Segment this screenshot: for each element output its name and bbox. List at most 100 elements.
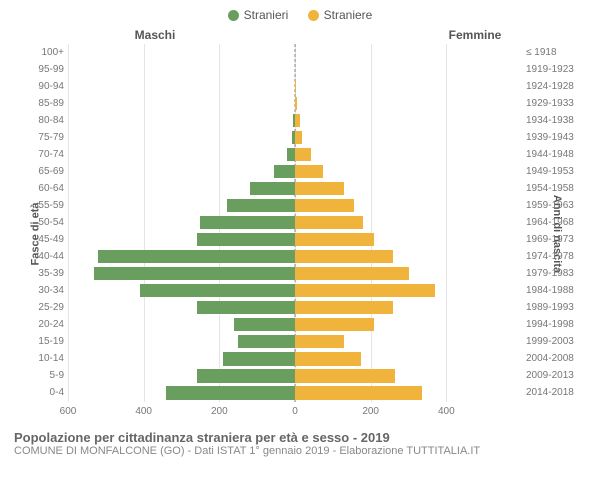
header-female: Femmine: [360, 28, 590, 42]
bar-male: [238, 335, 295, 348]
legend-item-male: Stranieri: [228, 8, 289, 22]
legend-label-male: Stranieri: [244, 8, 289, 22]
birth-year-label: 1964-1968: [522, 217, 586, 228]
bar-female: [295, 79, 296, 92]
birth-year-label: 1969-1973: [522, 234, 586, 245]
birth-year-label: 1939-1943: [522, 132, 586, 143]
xaxis-tick: 200: [362, 406, 379, 417]
age-group-label: 45-49: [14, 234, 68, 245]
bar-male: [166, 386, 295, 399]
bar-female: [295, 369, 395, 382]
bar-female: [295, 216, 363, 229]
bar-female: [295, 352, 361, 365]
bar-male: [200, 216, 295, 229]
legend-item-female: Straniere: [308, 8, 373, 22]
table-row: 30-341984-1988: [68, 282, 522, 299]
age-group-label: 30-34: [14, 285, 68, 296]
bar-female: [295, 318, 374, 331]
bar-female: [295, 199, 354, 212]
bar-male: [250, 182, 295, 195]
birth-year-label: 1989-1993: [522, 302, 586, 313]
table-row: 20-241994-1998: [68, 316, 522, 333]
plot-area: 100+≤ 191895-991919-192390-941924-192885…: [68, 44, 522, 402]
birth-year-label: 1999-2003: [522, 336, 586, 347]
table-row: 95-991919-1923: [68, 61, 522, 78]
header-male: Maschi: [10, 28, 240, 42]
table-row: 70-741944-1948: [68, 146, 522, 163]
table-row: 55-591959-1963: [68, 197, 522, 214]
table-row: 10-142004-2008: [68, 350, 522, 367]
legend: Stranieri Straniere: [10, 8, 590, 24]
xaxis-tick: 0: [292, 406, 298, 417]
xaxis: 6004002000200400: [68, 404, 522, 424]
bar-female: [295, 386, 422, 399]
bar-female: [295, 131, 302, 144]
age-group-label: 40-44: [14, 251, 68, 262]
age-group-label: 35-39: [14, 268, 68, 279]
xaxis-tick: 600: [60, 406, 77, 417]
column-headers: Maschi Femmine: [10, 28, 590, 42]
table-row: 0-42014-2018: [68, 384, 522, 401]
birth-year-label: 1959-1963: [522, 200, 586, 211]
age-group-label: 80-84: [14, 115, 68, 126]
bar-female: [295, 267, 409, 280]
bar-female: [295, 284, 435, 297]
table-row: 15-191999-2003: [68, 333, 522, 350]
bar-female: [295, 97, 297, 110]
legend-swatch-female: [308, 10, 319, 21]
bar-female: [295, 301, 393, 314]
birth-year-label: 1944-1948: [522, 149, 586, 160]
birth-year-label: 1924-1928: [522, 81, 586, 92]
birth-year-label: 1979-1983: [522, 268, 586, 279]
birth-year-label: 1929-1933: [522, 98, 586, 109]
chart-container: Stranieri Straniere Maschi Femmine Fasce…: [0, 0, 600, 500]
birth-year-label: 2004-2008: [522, 353, 586, 364]
age-group-label: 75-79: [14, 132, 68, 143]
age-group-label: 15-19: [14, 336, 68, 347]
birth-year-label: 1974-1978: [522, 251, 586, 262]
xaxis-tick: 200: [211, 406, 228, 417]
birth-year-label: 1919-1923: [522, 64, 586, 75]
footer: Popolazione per cittadinanza straniera p…: [10, 430, 590, 457]
bar-male: [274, 165, 295, 178]
age-group-label: 5-9: [14, 370, 68, 381]
bar-female: [295, 114, 300, 127]
bar-female: [295, 233, 374, 246]
bar-male: [140, 284, 295, 297]
age-group-label: 65-69: [14, 166, 68, 177]
age-group-label: 0-4: [14, 387, 68, 398]
table-row: 50-541964-1968: [68, 214, 522, 231]
xaxis-tick: 400: [135, 406, 152, 417]
table-row: 75-791939-1943: [68, 129, 522, 146]
table-row: 100+≤ 1918: [68, 44, 522, 61]
birth-year-label: 1984-1988: [522, 285, 586, 296]
birth-year-label: 1934-1938: [522, 115, 586, 126]
age-group-label: 25-29: [14, 302, 68, 313]
bar-male: [94, 267, 295, 280]
age-group-label: 55-59: [14, 200, 68, 211]
age-group-label: 70-74: [14, 149, 68, 160]
legend-swatch-male: [228, 10, 239, 21]
birth-year-label: 1994-1998: [522, 319, 586, 330]
birth-year-label: 1949-1953: [522, 166, 586, 177]
birth-year-label: 1954-1958: [522, 183, 586, 194]
legend-label-female: Straniere: [324, 8, 373, 22]
table-row: 90-941924-1928: [68, 78, 522, 95]
chart-title: Popolazione per cittadinanza straniera p…: [14, 430, 586, 445]
table-row: 25-291989-1993: [68, 299, 522, 316]
bar-female: [295, 165, 323, 178]
bar-male: [234, 318, 295, 331]
bar-male: [98, 250, 295, 263]
age-group-label: 95-99: [14, 64, 68, 75]
bar-male: [227, 199, 295, 212]
birth-year-label: 2009-2013: [522, 370, 586, 381]
rows: 100+≤ 191895-991919-192390-941924-192885…: [68, 44, 522, 402]
bar-female: [295, 335, 344, 348]
bar-female: [295, 182, 344, 195]
table-row: 65-691949-1953: [68, 163, 522, 180]
chart-area: Fasce di età Anni di nascita 100+≤ 19189…: [10, 44, 590, 424]
birth-year-label: ≤ 1918: [522, 47, 586, 58]
table-row: 60-641954-1958: [68, 180, 522, 197]
table-row: 35-391979-1983: [68, 265, 522, 282]
age-group-label: 85-89: [14, 98, 68, 109]
